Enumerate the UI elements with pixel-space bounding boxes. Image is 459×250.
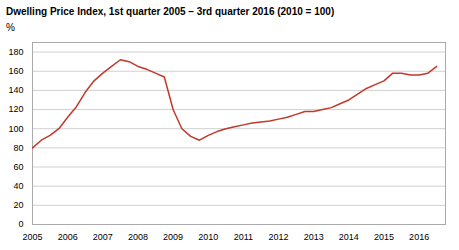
svg-text:2010: 2010 — [198, 232, 218, 242]
svg-text:2006: 2006 — [58, 232, 78, 242]
svg-text:2013: 2013 — [304, 232, 324, 242]
svg-text:60: 60 — [13, 162, 23, 172]
svg-text:2016: 2016 — [409, 232, 429, 242]
svg-text:80: 80 — [13, 143, 23, 153]
svg-text:0: 0 — [18, 219, 23, 229]
svg-text:2012: 2012 — [269, 232, 289, 242]
svg-text:40: 40 — [13, 181, 23, 191]
svg-text:2014: 2014 — [339, 232, 359, 242]
html-text:Dwelling Price Index, 1st quar: Dwelling Price Index, 1st quarter 2005 –… — [6, 6, 335, 17]
svg-text:20: 20 — [13, 200, 23, 210]
svg-text:180: 180 — [8, 47, 23, 57]
svg-text:2005: 2005 — [22, 232, 42, 242]
svg-text:2011: 2011 — [234, 232, 253, 242]
svg-text:140: 140 — [8, 85, 23, 95]
svg-text:100: 100 — [8, 124, 23, 134]
svg-text:2007: 2007 — [93, 232, 113, 242]
svg-text:160: 160 — [8, 66, 23, 76]
svg-text:120: 120 — [8, 104, 23, 114]
svg-text:2008: 2008 — [128, 232, 148, 242]
svg-text:2015: 2015 — [374, 232, 394, 242]
svg-text:2009: 2009 — [163, 232, 183, 242]
